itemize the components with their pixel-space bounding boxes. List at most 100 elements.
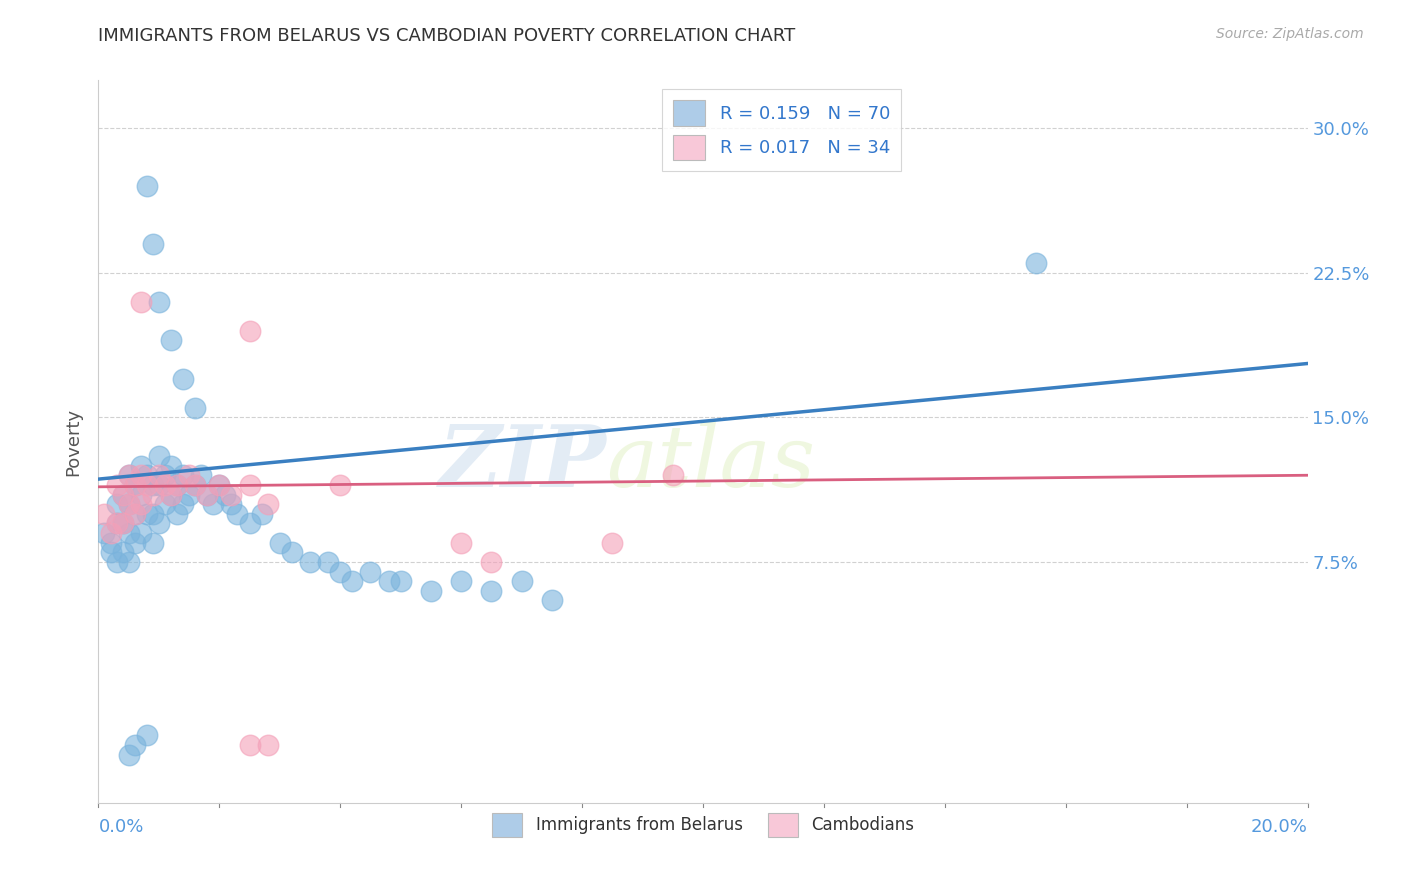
Point bbox=[129, 497, 152, 511]
Point bbox=[93, 507, 115, 521]
Point bbox=[111, 516, 134, 531]
Point bbox=[360, 565, 382, 579]
Point bbox=[153, 497, 176, 511]
Point bbox=[142, 487, 165, 501]
Point bbox=[129, 294, 152, 309]
Point bbox=[256, 497, 278, 511]
Point bbox=[118, 468, 141, 483]
Point bbox=[118, 555, 141, 569]
Point bbox=[142, 237, 165, 252]
Point bbox=[105, 516, 128, 531]
Point bbox=[190, 468, 212, 483]
Point bbox=[195, 487, 218, 501]
Point bbox=[135, 728, 157, 742]
Point bbox=[239, 738, 262, 752]
Point bbox=[239, 478, 262, 492]
Point bbox=[226, 507, 249, 521]
Point bbox=[239, 516, 262, 531]
Text: Source: ZipAtlas.com: Source: ZipAtlas.com bbox=[1216, 27, 1364, 41]
Point bbox=[124, 507, 146, 521]
Point bbox=[316, 555, 339, 569]
Point bbox=[481, 555, 503, 569]
Point bbox=[281, 545, 304, 559]
Point bbox=[166, 507, 188, 521]
Point bbox=[148, 449, 170, 463]
Point bbox=[105, 497, 128, 511]
Point bbox=[118, 497, 141, 511]
Point bbox=[124, 738, 146, 752]
Point bbox=[160, 487, 183, 501]
Point bbox=[208, 478, 231, 492]
Point bbox=[124, 535, 146, 549]
Point bbox=[111, 545, 134, 559]
Point bbox=[100, 545, 122, 559]
Point bbox=[329, 478, 352, 492]
Point bbox=[129, 526, 152, 541]
Point bbox=[160, 487, 183, 501]
Point bbox=[100, 535, 122, 549]
Point bbox=[172, 468, 194, 483]
Legend: Immigrants from Belarus, Cambodians: Immigrants from Belarus, Cambodians bbox=[484, 805, 922, 845]
Point bbox=[160, 334, 183, 348]
Point bbox=[184, 478, 207, 492]
Point bbox=[602, 535, 624, 549]
Point bbox=[184, 478, 207, 492]
Point bbox=[118, 526, 141, 541]
Point bbox=[256, 738, 278, 752]
Point bbox=[214, 487, 236, 501]
Point bbox=[179, 487, 201, 501]
Text: IMMIGRANTS FROM BELARUS VS CAMBODIAN POVERTY CORRELATION CHART: IMMIGRANTS FROM BELARUS VS CAMBODIAN POV… bbox=[98, 27, 796, 45]
Point bbox=[172, 372, 194, 386]
Point bbox=[142, 478, 165, 492]
Point bbox=[100, 526, 122, 541]
Point bbox=[118, 497, 141, 511]
Point bbox=[269, 535, 291, 549]
Text: 20.0%: 20.0% bbox=[1251, 818, 1308, 836]
Point bbox=[148, 468, 170, 483]
Point bbox=[124, 478, 146, 492]
Point bbox=[208, 478, 231, 492]
Point bbox=[153, 478, 176, 492]
Point bbox=[172, 497, 194, 511]
Point bbox=[202, 497, 225, 511]
Point bbox=[105, 516, 128, 531]
Point bbox=[105, 555, 128, 569]
Point bbox=[148, 516, 170, 531]
Point bbox=[105, 478, 128, 492]
Point bbox=[184, 401, 207, 415]
Point bbox=[129, 458, 152, 473]
Point bbox=[135, 468, 157, 483]
Point bbox=[148, 478, 170, 492]
Point bbox=[93, 526, 115, 541]
Point bbox=[160, 458, 183, 473]
Y-axis label: Poverty: Poverty bbox=[65, 408, 83, 475]
Point bbox=[1024, 256, 1046, 270]
Point bbox=[342, 574, 364, 589]
Point bbox=[179, 468, 201, 483]
Point bbox=[142, 535, 165, 549]
Point bbox=[135, 179, 157, 194]
Point bbox=[111, 516, 134, 531]
Point bbox=[450, 535, 472, 549]
Point bbox=[221, 497, 243, 511]
Point bbox=[124, 478, 146, 492]
Point bbox=[221, 487, 243, 501]
Text: atlas: atlas bbox=[606, 422, 815, 505]
Point bbox=[420, 583, 443, 598]
Point bbox=[540, 593, 562, 607]
Point bbox=[148, 294, 170, 309]
Point bbox=[239, 324, 262, 338]
Point bbox=[250, 507, 273, 521]
Point bbox=[661, 468, 683, 483]
Point bbox=[329, 565, 352, 579]
Point bbox=[510, 574, 533, 589]
Point bbox=[129, 487, 152, 501]
Point bbox=[389, 574, 412, 589]
Point bbox=[111, 487, 134, 501]
Point bbox=[166, 478, 188, 492]
Point bbox=[135, 478, 157, 492]
Point bbox=[153, 468, 176, 483]
Point bbox=[129, 468, 152, 483]
Point bbox=[195, 487, 218, 501]
Point bbox=[377, 574, 399, 589]
